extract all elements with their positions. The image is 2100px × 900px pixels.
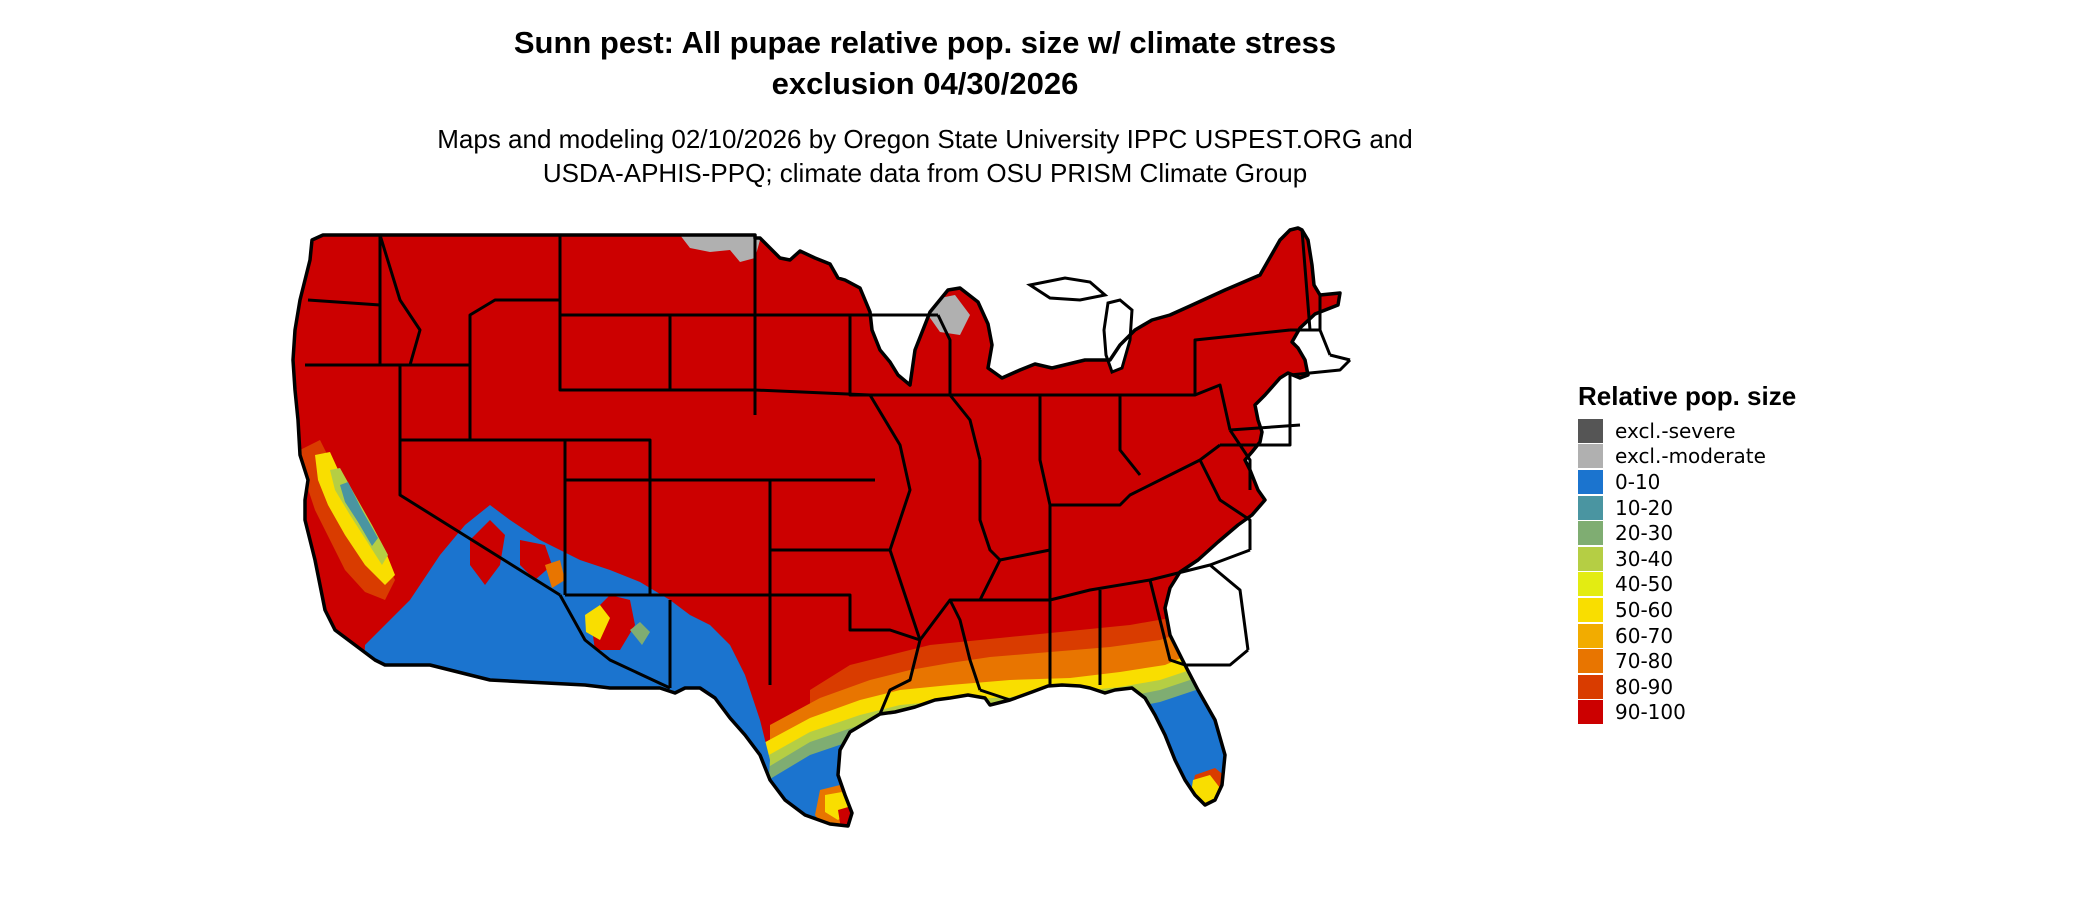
legend-item: 50-60 xyxy=(1578,597,2038,623)
legend-items: excl.-severe excl.-moderate 0-10 10-20 20-30… xyxy=(1578,418,2038,725)
excl-moderate-minnesota xyxy=(860,235,930,290)
legend-label: 40-50 xyxy=(1615,572,1674,597)
map-subtitle-line-2: USDA-APHIS-PPQ; climate data from OSU PR… xyxy=(542,158,1308,188)
legend-item: 90-100 xyxy=(1578,700,2038,726)
map-title-line-2: exclusion 04/30/2026 xyxy=(771,66,1079,101)
southwest-red-fragment-2 xyxy=(520,540,552,580)
excl-moderate-north-dakota xyxy=(680,235,760,262)
legend-item: 0-10 xyxy=(1578,469,2038,495)
state-borders xyxy=(305,229,1352,715)
legend-swatch xyxy=(1578,649,1603,674)
map-subtitle-line-1: Maps and modeling 02/10/2026 by Oregon S… xyxy=(437,124,1413,154)
legend-swatch xyxy=(1578,469,1603,494)
legend-label: 20-30 xyxy=(1615,521,1674,546)
legend-label: 70-80 xyxy=(1615,649,1674,674)
legend-title: Relative pop. size xyxy=(1578,381,1797,411)
legend-label: 90-100 xyxy=(1615,700,1686,725)
legend-swatch xyxy=(1578,597,1603,622)
legend-item: 10-20 xyxy=(1578,495,2038,521)
southwest-yellow-fragment xyxy=(585,605,610,640)
lake-superior-shore xyxy=(1026,276,1109,302)
legend-swatch xyxy=(1578,418,1603,443)
legend-item: 80-90 xyxy=(1578,674,2038,700)
legend: Relative pop. size excl.-severe excl.-mod… xyxy=(1578,380,2038,725)
lake-michigan xyxy=(1102,298,1134,374)
map-subtitle: Maps and modeling 02/10/2026 by Oregon S… xyxy=(0,122,1850,190)
legend-label: 30-40 xyxy=(1615,546,1674,571)
legend-swatch xyxy=(1578,623,1603,648)
legend-swatch xyxy=(1578,546,1603,571)
legend-label: 80-90 xyxy=(1615,674,1674,699)
legend-label: 0-10 xyxy=(1615,469,1661,494)
excl-severe-minnesota xyxy=(905,235,970,278)
legend-swatch xyxy=(1578,700,1603,725)
legend-item: 60-70 xyxy=(1578,623,2038,649)
legend-swatch xyxy=(1578,572,1603,597)
excl-moderate-wisconsin xyxy=(928,295,970,335)
legend-item: excl.-moderate xyxy=(1578,444,2038,470)
legend-item: 40-50 xyxy=(1578,572,2038,598)
southwest-orange-fragment xyxy=(545,560,565,588)
legend-item: 70-80 xyxy=(1578,648,2038,674)
legend-swatch xyxy=(1578,495,1603,520)
legend-label: 10-20 xyxy=(1615,495,1674,520)
map-title-line-1: Sunn pest: All pupae relative pop. size … xyxy=(513,25,1337,60)
legend-swatch xyxy=(1578,444,1603,469)
legend-label: excl.-moderate xyxy=(1615,444,1766,469)
southwest-green-fragment xyxy=(630,622,650,645)
us-risk-map xyxy=(291,226,1352,828)
legend-label: 50-60 xyxy=(1615,597,1674,622)
legend-label: excl.-severe xyxy=(1615,418,1736,443)
southwest-red-fragment-1 xyxy=(470,520,505,585)
map-title: Sunn pest: All pupae relative pop. size … xyxy=(0,22,1850,104)
florida-tip-high xyxy=(1185,802,1232,826)
california-band-teal xyxy=(340,482,378,546)
legend-label: 60-70 xyxy=(1615,623,1674,648)
legend-swatch xyxy=(1578,674,1603,699)
legend-item: excl.-severe xyxy=(1578,418,2038,444)
legend-swatch xyxy=(1578,521,1603,546)
legend-item: 30-40 xyxy=(1578,546,2038,572)
legend-item: 20-30 xyxy=(1578,520,2038,546)
excl-moderate-north-dakota-east xyxy=(820,235,855,248)
